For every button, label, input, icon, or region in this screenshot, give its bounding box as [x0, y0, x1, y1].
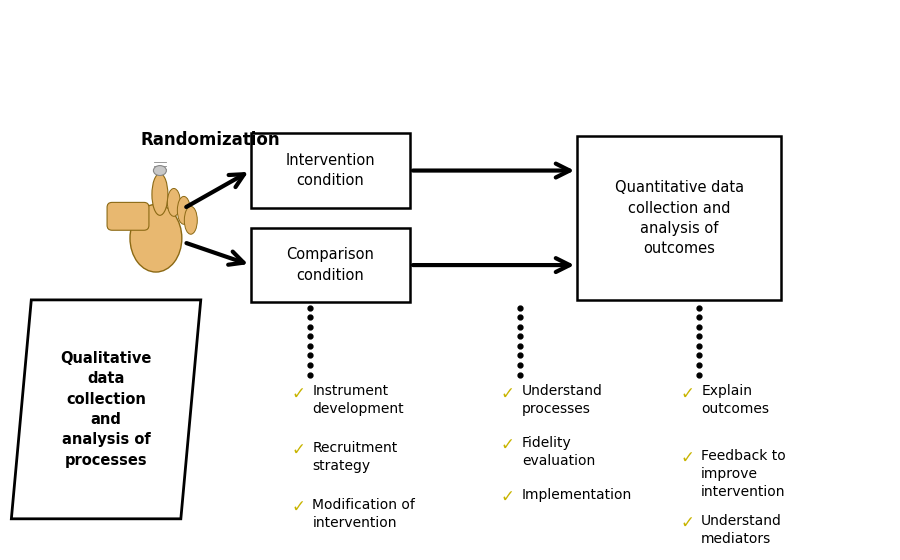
FancyBboxPatch shape — [577, 136, 781, 300]
Text: Randomization: Randomization — [141, 130, 281, 148]
FancyBboxPatch shape — [250, 133, 410, 208]
Text: ✓: ✓ — [680, 514, 694, 532]
Text: Modification of
intervention: Modification of intervention — [312, 498, 415, 530]
Text: Instrument
development: Instrument development — [312, 385, 404, 416]
Text: ✓: ✓ — [292, 498, 305, 516]
Text: ✓: ✓ — [292, 385, 305, 403]
Text: ✓: ✓ — [501, 488, 515, 506]
Text: Qualitative
data
collection
and
analysis of
processes: Qualitative data collection and analysis… — [60, 351, 152, 468]
Text: Comparison
condition: Comparison condition — [286, 248, 374, 283]
Text: Understand
mediators: Understand mediators — [701, 514, 782, 545]
Text: Recruitment
strategy: Recruitment strategy — [312, 441, 398, 473]
Text: Feedback to
improve
intervention: Feedback to improve intervention — [701, 449, 786, 499]
Ellipse shape — [153, 166, 166, 175]
Text: ✓: ✓ — [292, 441, 305, 459]
Ellipse shape — [130, 204, 182, 272]
Ellipse shape — [167, 189, 180, 216]
Text: ✓: ✓ — [501, 436, 515, 454]
Ellipse shape — [152, 174, 168, 216]
FancyBboxPatch shape — [250, 228, 410, 302]
Polygon shape — [12, 300, 201, 519]
Ellipse shape — [184, 207, 197, 234]
Text: Quantitative data
collection and
analysis of
outcomes: Quantitative data collection and analysi… — [615, 180, 744, 256]
Text: ✓: ✓ — [680, 449, 694, 467]
Text: ✓: ✓ — [680, 385, 694, 403]
Ellipse shape — [177, 197, 190, 224]
Text: Fidelity
evaluation: Fidelity evaluation — [522, 436, 595, 468]
Text: Understand
processes: Understand processes — [522, 385, 603, 416]
FancyBboxPatch shape — [107, 202, 148, 230]
Text: ✓: ✓ — [501, 385, 515, 403]
Text: Intervention
condition: Intervention condition — [285, 153, 375, 188]
Text: Implementation: Implementation — [522, 488, 632, 502]
Text: Explain
outcomes: Explain outcomes — [701, 385, 770, 416]
